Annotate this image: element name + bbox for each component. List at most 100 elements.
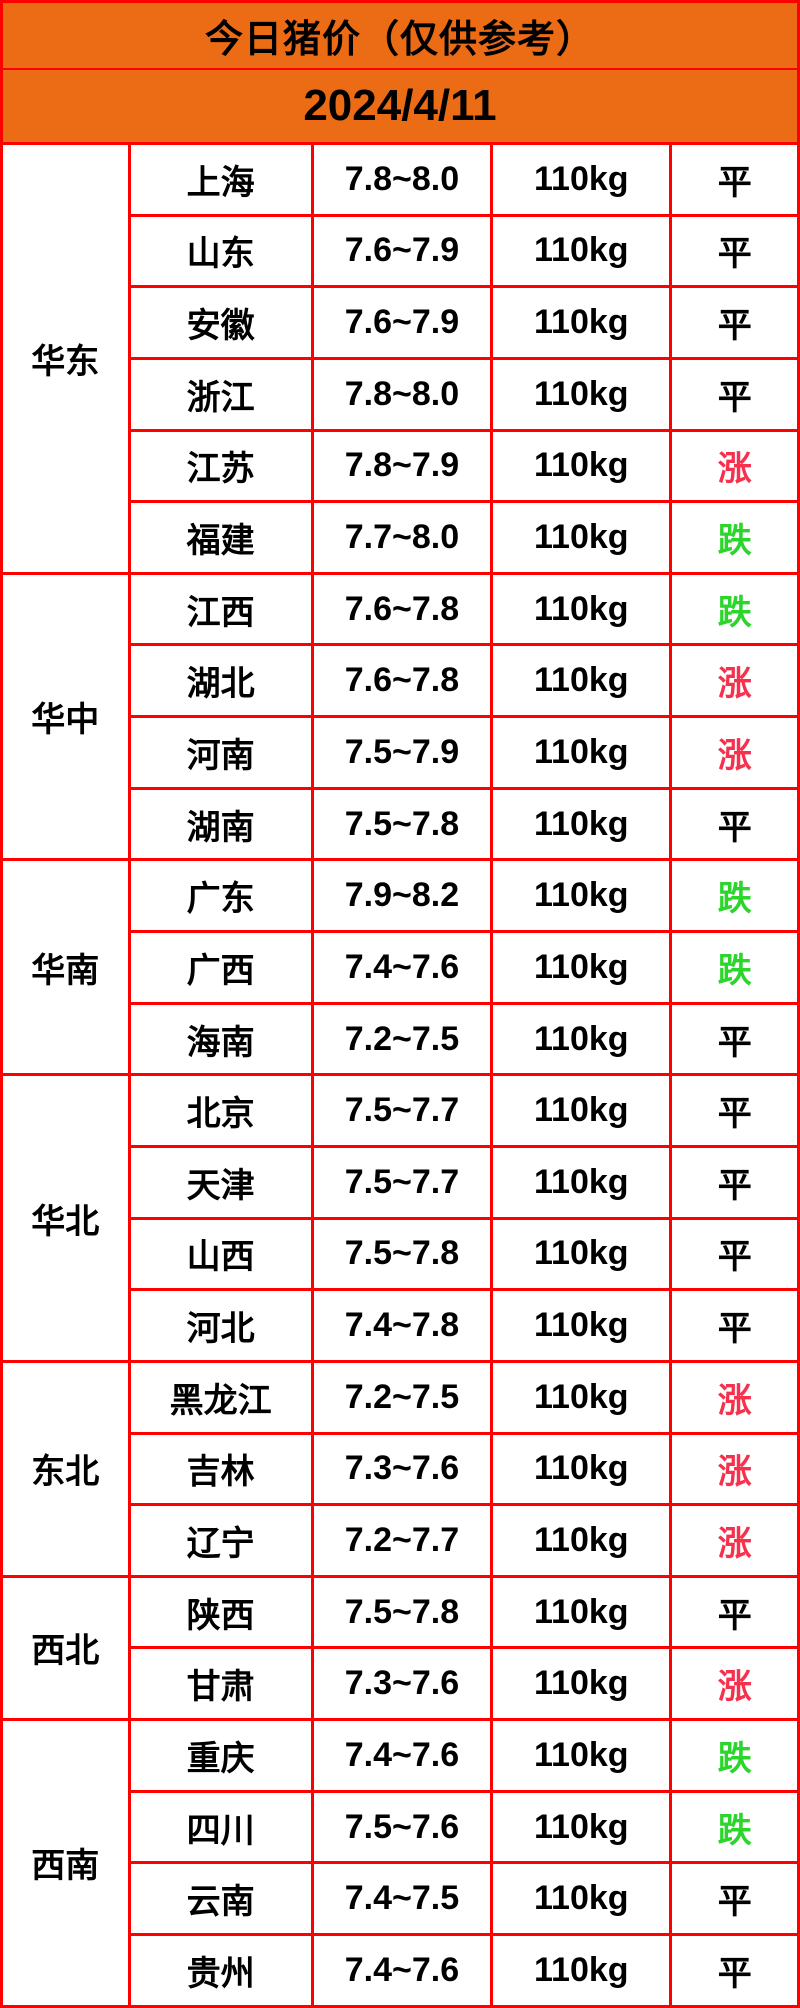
table-row: 吉林 7.3~7.6 110kg 涨 xyxy=(2,1431,800,1507)
weight-cell: 110kg xyxy=(490,213,673,289)
region-cell: 华南 xyxy=(0,858,131,1077)
region-cell: 西北 xyxy=(0,1574,131,1722)
province-cell: 河南 xyxy=(127,715,314,790)
province-cell: 广西 xyxy=(127,930,314,1005)
region-cell: 东北 xyxy=(0,1359,131,1578)
status-cell: 平 xyxy=(669,356,800,432)
status-cell: 平 xyxy=(669,1933,800,2008)
table-row: 西北 陕西 7.5~7.8 110kg 平 xyxy=(0,1574,800,1722)
price-cell: 7.5~7.8 xyxy=(310,1574,494,1650)
table-row: 广西 7.4~7.6 110kg 跌 xyxy=(2,930,800,1005)
weight-cell: 110kg xyxy=(490,142,673,217)
weight-cell: 110kg xyxy=(490,643,673,719)
province-cell: 浙江 xyxy=(127,356,314,432)
table-row: 辽宁 7.2~7.7 110kg 涨 xyxy=(2,1503,800,1578)
table-row: 贵州 7.4~7.6 110kg 平 xyxy=(2,1933,800,2008)
status-cell: 平 xyxy=(669,1861,800,1937)
weight-cell: 110kg xyxy=(490,858,673,934)
region-cell: 华东 xyxy=(0,142,131,575)
status-cell: 平 xyxy=(669,1001,800,1077)
province-cell: 山东 xyxy=(127,213,314,289)
table-row: 安徽 7.6~7.9 110kg 平 xyxy=(2,285,800,360)
table-row: 浙江 7.8~8.0 110kg 平 xyxy=(2,356,800,432)
region-cell: 西南 xyxy=(0,1718,131,2008)
price-cell: 7.3~7.6 xyxy=(310,1431,494,1507)
weight-cell: 110kg xyxy=(490,786,673,862)
province-cell: 湖北 xyxy=(127,643,314,719)
table-row: 华北 北京 7.5~7.7 110kg 平 xyxy=(0,1073,800,1363)
province-cell: 上海 xyxy=(127,142,314,217)
status-cell: 平 xyxy=(669,1574,800,1650)
weight-cell: 110kg xyxy=(490,1503,673,1578)
province-cell: 河北 xyxy=(127,1288,314,1363)
price-cell: 7.4~7.6 xyxy=(310,1718,494,1793)
province-cell: 云南 xyxy=(127,1861,314,1937)
status-cell: 跌 xyxy=(669,1789,800,1865)
province-cell: 海南 xyxy=(127,1001,314,1077)
weight-cell: 110kg xyxy=(490,285,673,360)
weight-cell: 110kg xyxy=(490,1073,673,1148)
province-cell: 甘肃 xyxy=(127,1646,314,1722)
status-cell: 平 xyxy=(669,142,800,217)
province-cell: 陕西 xyxy=(127,1574,314,1650)
table-row: 华东 上海 7.8~8.0 110kg 平 xyxy=(0,142,800,575)
status-cell: 涨 xyxy=(669,715,800,790)
weight-cell: 110kg xyxy=(490,356,673,432)
table-row: 华南 广东 7.9~8.2 110kg 跌 xyxy=(0,858,800,1077)
status-cell: 跌 xyxy=(669,858,800,934)
weight-cell: 110kg xyxy=(490,715,673,790)
status-cell: 平 xyxy=(669,285,800,360)
table-row: 河北 7.4~7.8 110kg 平 xyxy=(2,1288,800,1363)
price-cell: 7.6~7.8 xyxy=(310,643,494,719)
province-cell: 黑龙江 xyxy=(127,1359,314,1435)
table-row: 福建 7.7~8.0 110kg 跌 xyxy=(2,500,800,575)
status-cell: 涨 xyxy=(669,428,800,504)
table-row: 华中 江西 7.6~7.8 110kg 跌 xyxy=(0,571,800,862)
table-row: 甘肃 7.3~7.6 110kg 涨 xyxy=(2,1646,800,1722)
price-cell: 7.8~8.0 xyxy=(310,142,494,217)
price-cell: 7.6~7.9 xyxy=(310,213,494,289)
date-label: 2024/4/11 xyxy=(0,70,800,142)
status-cell: 平 xyxy=(669,1288,800,1363)
weight-cell: 110kg xyxy=(490,428,673,504)
province-cell: 吉林 xyxy=(127,1431,314,1507)
province-cell: 辽宁 xyxy=(127,1503,314,1578)
table-row: 海南 7.2~7.5 110kg 平 xyxy=(2,1001,800,1077)
weight-cell: 110kg xyxy=(490,1933,673,2008)
region-cell: 华北 xyxy=(0,1073,131,1363)
weight-cell: 110kg xyxy=(490,1288,673,1363)
status-cell: 涨 xyxy=(669,643,800,719)
weight-cell: 110kg xyxy=(490,1001,673,1077)
price-cell: 7.5~7.9 xyxy=(310,715,494,790)
weight-cell: 110kg xyxy=(490,1861,673,1937)
price-cell: 7.7~8.0 xyxy=(310,500,494,575)
status-cell: 跌 xyxy=(669,571,800,647)
price-cell: 7.2~7.7 xyxy=(310,1503,494,1578)
province-cell: 江苏 xyxy=(127,428,314,504)
status-cell: 涨 xyxy=(669,1646,800,1722)
price-cell: 7.4~7.8 xyxy=(310,1288,494,1363)
status-cell: 跌 xyxy=(669,930,800,1005)
province-cell: 四川 xyxy=(127,1789,314,1865)
weight-cell: 110kg xyxy=(490,1789,673,1865)
province-cell: 湖南 xyxy=(127,786,314,862)
price-cell: 7.5~7.7 xyxy=(310,1073,494,1148)
region-cell: 华中 xyxy=(0,571,131,862)
table-row: 云南 7.4~7.5 110kg 平 xyxy=(2,1861,800,1937)
price-cell: 7.4~7.6 xyxy=(310,930,494,1005)
status-cell: 平 xyxy=(669,786,800,862)
weight-cell: 110kg xyxy=(490,1431,673,1507)
price-cell: 7.8~8.0 xyxy=(310,356,494,432)
province-cell: 天津 xyxy=(127,1144,314,1220)
price-cell: 7.5~7.7 xyxy=(310,1144,494,1220)
status-cell: 平 xyxy=(669,1144,800,1220)
status-cell: 涨 xyxy=(669,1359,800,1435)
price-cell: 7.4~7.6 xyxy=(310,1933,494,2008)
status-cell: 平 xyxy=(669,213,800,289)
price-cell: 7.9~8.2 xyxy=(310,858,494,934)
weight-cell: 110kg xyxy=(490,1574,673,1650)
weight-cell: 110kg xyxy=(490,1359,673,1435)
status-cell: 平 xyxy=(669,1073,800,1148)
weight-cell: 110kg xyxy=(490,500,673,575)
